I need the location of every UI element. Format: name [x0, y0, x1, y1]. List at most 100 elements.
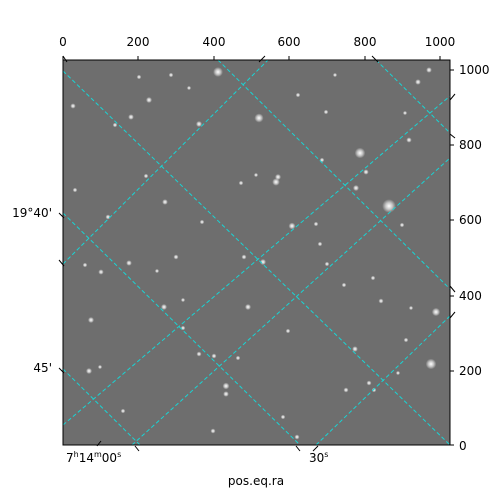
star: [223, 391, 229, 397]
star: [378, 298, 384, 304]
sky-image: [63, 60, 450, 445]
grid-tick: [312, 445, 319, 452]
ra-hours: 7: [66, 451, 74, 465]
star: [352, 184, 360, 192]
grid-tick: [134, 445, 140, 452]
star: [244, 303, 252, 311]
grid-line: [63, 70, 450, 445]
grid-line: [63, 368, 141, 445]
star: [136, 74, 142, 80]
grid-tick: [96, 440, 102, 447]
grid-tick: [58, 367, 65, 374]
ra-seconds: 30: [309, 451, 325, 465]
star: [402, 110, 408, 116]
star: [128, 114, 134, 120]
star: [97, 364, 103, 370]
star: [98, 269, 104, 275]
star: [341, 282, 347, 288]
right-tick-label: 400: [459, 289, 482, 303]
star: [195, 120, 203, 128]
right-tick-label: 600: [459, 213, 482, 227]
star: [425, 358, 437, 370]
ra-minutes-unit: m: [94, 450, 102, 459]
ra-seconds-unit: s: [117, 450, 122, 459]
right-tick-label: 800: [459, 138, 482, 152]
star: [317, 241, 323, 247]
ra-seconds: 00: [101, 451, 118, 465]
star: [235, 355, 241, 361]
star: [366, 380, 372, 386]
star: [274, 173, 282, 181]
dec-label: 19°40': [12, 206, 52, 220]
top-tick-label: 0: [59, 35, 67, 49]
grid-line: [63, 95, 450, 426]
star: [382, 199, 396, 213]
grid-tick: [58, 259, 65, 267]
right-tick-label: 0: [459, 439, 467, 453]
grid-line: [63, 212, 301, 445]
grid-tick: [62, 55, 68, 63]
star: [288, 222, 296, 230]
star: [371, 387, 377, 393]
star: [259, 258, 267, 266]
star: [363, 169, 369, 175]
star: [126, 260, 132, 266]
star: [254, 113, 264, 123]
star: [285, 328, 291, 334]
grid-line: [375, 60, 450, 134]
star: [272, 178, 280, 186]
star: [186, 85, 192, 91]
top-tick-label: 400: [202, 35, 226, 49]
grid-tick: [58, 212, 65, 219]
star: [323, 109, 329, 115]
star: [253, 172, 259, 178]
star: [295, 92, 301, 98]
star: [213, 67, 223, 77]
star: [145, 96, 153, 104]
grid-tick: [449, 133, 456, 139]
right-tick-label: 1000: [459, 63, 490, 77]
ra-label: 30s: [309, 450, 329, 466]
grid-tick: [258, 55, 266, 63]
grid-tick: [295, 445, 301, 452]
right-tick-label: 200: [459, 364, 482, 378]
star: [395, 370, 401, 376]
star: [294, 434, 300, 440]
star: [431, 307, 441, 317]
axis-ticks: [58, 55, 456, 452]
x-axis-label: pos.eq.ra: [227, 474, 285, 488]
star: [168, 72, 174, 78]
star: [403, 337, 409, 343]
star: [72, 187, 78, 193]
star: [143, 173, 149, 179]
ra-hours-unit: h: [73, 450, 79, 459]
ra-seconds-unit: s: [324, 450, 329, 459]
star: [180, 297, 186, 303]
star: [241, 254, 247, 260]
star: [210, 428, 216, 434]
star: [332, 72, 338, 78]
star: [82, 262, 88, 268]
star: [426, 67, 432, 73]
star: [352, 346, 358, 352]
star: [222, 382, 230, 390]
grid-tick: [449, 311, 456, 319]
grid-tick: [449, 93, 456, 101]
grid-tick: [371, 55, 379, 63]
grid-line: [217, 60, 450, 290]
top-tick-label: 1000: [424, 35, 456, 49]
star: [154, 268, 160, 274]
star: [399, 222, 405, 228]
star: [196, 351, 202, 357]
plot-frame: [62, 59, 451, 446]
star: [370, 275, 376, 281]
star: [238, 180, 244, 186]
star: [313, 221, 319, 227]
star: [160, 303, 168, 311]
star: [354, 147, 366, 159]
top-tick-label: 200: [126, 35, 150, 49]
star: [85, 367, 93, 375]
star: [280, 414, 286, 420]
star: [324, 261, 330, 267]
